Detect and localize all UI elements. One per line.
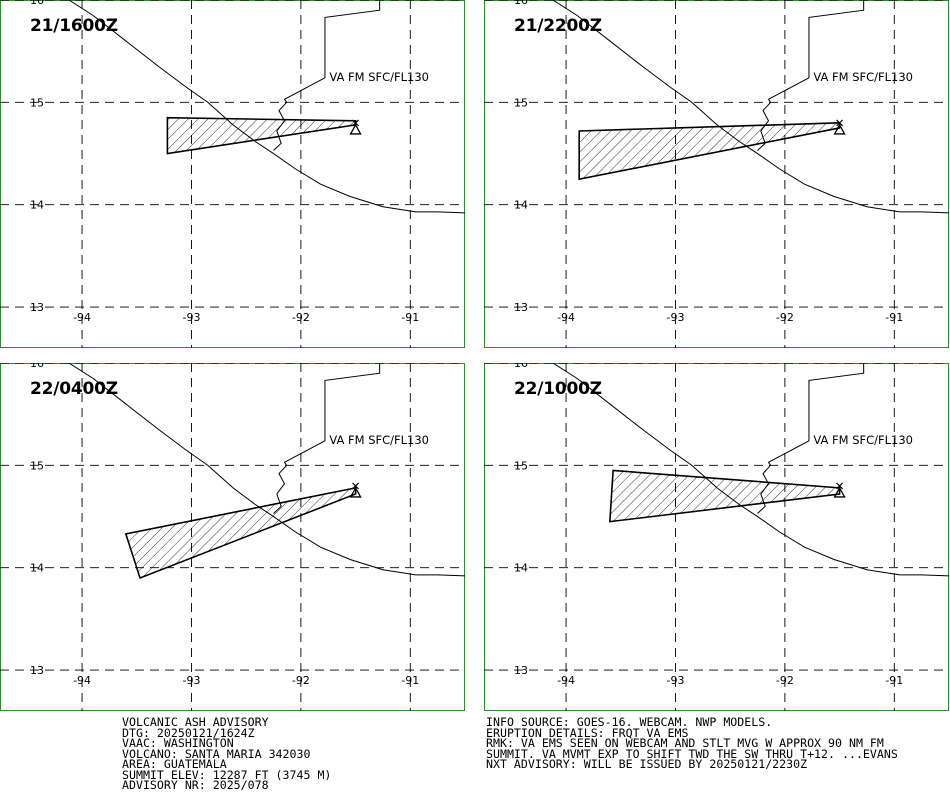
panel-frame (0, 0, 465, 348)
longitude-tick-label: -94 (557, 311, 575, 324)
map-panel-3: -94 -93 -92 -91 16 15 14 13 22/0400Z VA FM SFC/… (0, 363, 465, 711)
longitude-tick-label: -94 (557, 674, 575, 687)
advisory-line: AREA: GUATEMALA (122, 757, 227, 771)
advisory-info-left: VOLCANIC ASH ADVISORY DTG: 20250121/1624… (122, 715, 332, 792)
longitude-tick-label: -92 (776, 311, 794, 324)
latitude-tick-label: 16 (514, 0, 528, 7)
latitude-tick-label: 16 (30, 0, 44, 7)
advisory-line: RMK: VA EMS SEEN ON WEBCAM AND STLT MVG … (486, 736, 884, 750)
panel-level-label: VA FM SFC/FL130 (329, 433, 429, 447)
panel-time-label: 22/1000Z (514, 379, 602, 399)
ash-cloud-polygon (608, 469, 841, 523)
country-border (273, 363, 381, 514)
longitude-tick-label: -92 (292, 674, 310, 687)
map-canvas: -94 -93 -92 -91 16 15 14 13 (0, 363, 465, 711)
longitude-tick-label: -94 (73, 311, 91, 324)
panel-time-label: 22/0400Z (30, 379, 118, 399)
coastline (68, 0, 465, 214)
volcano-icon (833, 119, 846, 135)
advisory-line: DTG: 20250121/1624Z (122, 725, 255, 740)
latitude-tick-label: 15 (30, 459, 44, 472)
advisory-line: SUMMIT ELEV: 12287 FT (3745 M) (122, 767, 332, 782)
latitude-tick-label: 14 (514, 562, 528, 575)
latitude-tick-label: 13 (514, 301, 528, 314)
panel-level-label: VA FM SFC/FL130 (813, 433, 913, 447)
latitude-tick-label: 15 (30, 96, 44, 109)
panel-frame (484, 363, 949, 711)
coastline (552, 363, 949, 577)
advisory-line: VAAC: WASHINGTON (122, 736, 234, 750)
longitude-tick-label: -91 (885, 311, 903, 324)
advisory-line: NXT ADVISORY: WILL BE ISSUED BY 20250121… (486, 757, 808, 771)
advisory-line: ERUPTION DETAILS: FRQT VA EMS (486, 725, 689, 740)
volcano-icon (833, 482, 846, 498)
map-panel-1: -94 -93 -92 -91 16 15 14 13 21/1600Z VA FM SFC/… (0, 0, 465, 348)
map-panel-2: -94 -93 -92 -91 16 15 14 13 21/2200Z VA FM SFC/… (484, 0, 949, 348)
ash-cloud-polygon (124, 486, 357, 579)
longitude-tick-label: -92 (292, 311, 310, 324)
panel-time-label: 21/2200Z (514, 16, 602, 36)
longitude-tick-label: -92 (776, 674, 794, 687)
longitude-tick-label: -93 (666, 311, 684, 324)
coastline (552, 0, 949, 214)
longitude-tick-label: -91 (401, 674, 419, 687)
panel-frame (484, 0, 949, 348)
map-canvas: -94 -93 -92 -91 16 15 14 13 (0, 0, 465, 348)
latitude-tick-label: 14 (514, 199, 528, 212)
map-panel-4: -94 -93 -92 -91 16 15 14 13 22/1000Z VA FM SFC/… (484, 363, 949, 711)
latitude-tick-label: 14 (30, 199, 44, 212)
volcano-icon (349, 119, 362, 135)
map-canvas: -94 -93 -92 -91 16 15 14 13 (484, 363, 949, 711)
latitude-tick-label: 16 (30, 363, 44, 370)
longitude-tick-label: -91 (401, 311, 419, 324)
advisory-line: ADVISORY NR: 2025/078 (122, 778, 269, 792)
latitude-tick-label: 15 (514, 459, 528, 472)
longitude-tick-label: -91 (885, 674, 903, 687)
panel-level-label: VA FM SFC/FL130 (329, 70, 429, 84)
longitude-tick-label: -93 (666, 674, 684, 687)
longitude-tick-label: -94 (73, 674, 91, 687)
latitude-tick-label: 13 (514, 664, 528, 677)
advisory-line: VOLCANIC ASH ADVISORY (122, 715, 269, 729)
panel-level-label: VA FM SFC/FL130 (813, 70, 913, 84)
advisory-line: INFO SOURCE: GOES-16. WEBCAM. NWP MODELS… (486, 715, 773, 729)
map-canvas: -94 -93 -92 -91 16 15 14 13 (484, 0, 949, 348)
advisory-line: SUMMIT. VA MVMT EXP TO SHIFT TWD THE SW … (486, 746, 898, 761)
latitude-tick-label: 13 (30, 664, 44, 677)
latitude-tick-label: 13 (30, 301, 44, 314)
advisory-info-right: INFO SOURCE: GOES-16. WEBCAM. NWP MODELS… (486, 715, 898, 771)
latitude-tick-label: 15 (514, 96, 528, 109)
panel-time-label: 21/1600Z (30, 16, 118, 36)
longitude-tick-label: -93 (182, 311, 200, 324)
longitude-tick-label: -93 (182, 674, 200, 687)
latitude-tick-label: 14 (30, 562, 44, 575)
volcano-icon (349, 482, 362, 498)
advisory-line: VOLCANO: SANTA MARIA 342030 (122, 746, 311, 761)
latitude-tick-label: 16 (514, 363, 528, 370)
